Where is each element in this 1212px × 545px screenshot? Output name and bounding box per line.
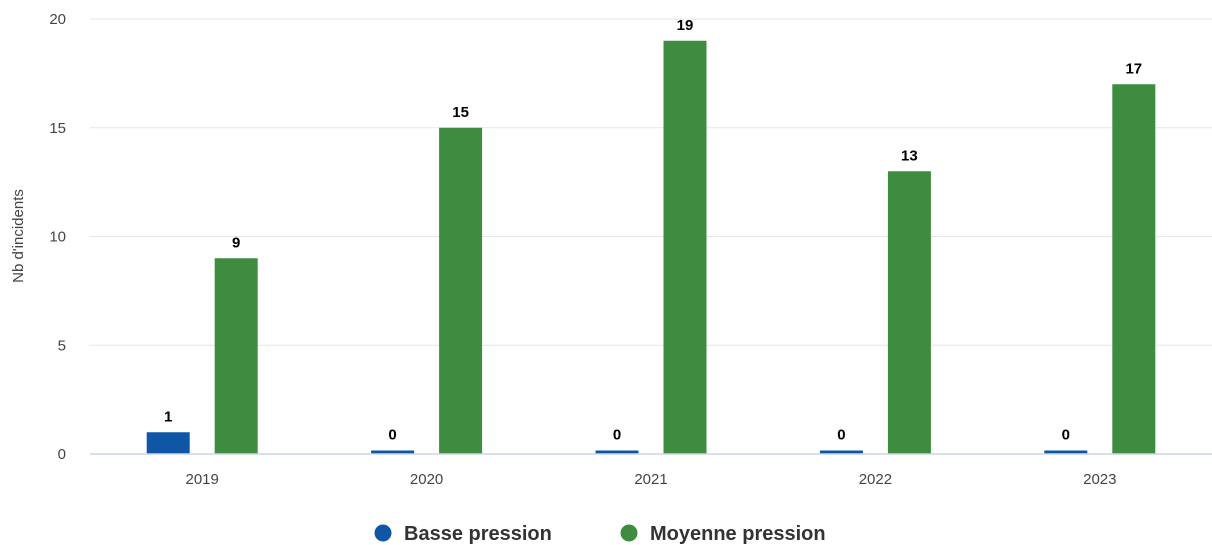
bar-moyenne-pression-2019[interactable] — [214, 258, 258, 454]
y-tick-label: 15 — [49, 120, 66, 137]
data-label: 0 — [613, 427, 621, 444]
y-tick-label: 20 — [49, 11, 66, 28]
bars-layer — [146, 40, 1156, 455]
y-tick-label: 10 — [49, 229, 66, 246]
x-tick-label: 2022 — [859, 471, 892, 488]
data-label: 0 — [388, 427, 396, 444]
data-label: 19 — [677, 17, 694, 34]
bar-basse-pression-2022[interactable] — [819, 450, 863, 455]
data-label: 1 — [164, 408, 172, 425]
bar-moyenne-pression-2020[interactable] — [439, 127, 483, 454]
legend-label-moyenne-pression[interactable]: Moyenne pression — [650, 523, 826, 545]
y-axis-title: Nb d'incidents — [10, 189, 27, 283]
bar-moyenne-pression-2022[interactable] — [887, 171, 931, 454]
data-label: 17 — [1125, 60, 1142, 77]
bar-basse-pression-2023[interactable] — [1044, 450, 1088, 455]
x-tick-label: 2020 — [410, 471, 443, 488]
bar-basse-pression-2020[interactable] — [371, 450, 415, 455]
data-label: 9 — [232, 234, 240, 251]
legend: Basse pression Moyenne pression — [374, 523, 826, 545]
x-tick-label: 2019 — [186, 471, 219, 488]
bar-basse-pression-2019[interactable] — [146, 432, 190, 454]
data-label: 0 — [1062, 427, 1070, 444]
y-tick-label: 5 — [58, 337, 66, 354]
grid-layer — [90, 18, 1212, 346]
x-tick-label: 2023 — [1083, 471, 1116, 488]
data-label: 15 — [452, 104, 469, 121]
data-label: 0 — [837, 427, 845, 444]
legend-marker-moyenne-pression[interactable] — [620, 524, 638, 542]
y-tick-label: 0 — [58, 446, 66, 463]
data-label: 13 — [901, 147, 918, 164]
bar-moyenne-pression-2021[interactable] — [663, 40, 707, 454]
x-tick-label: 2021 — [634, 471, 667, 488]
legend-marker-basse-pression[interactable] — [374, 524, 392, 542]
bar-moyenne-pression-2023[interactable] — [1112, 84, 1156, 454]
bar-basse-pression-2021[interactable] — [595, 450, 639, 455]
legend-label-basse-pression[interactable]: Basse pression — [404, 523, 552, 545]
